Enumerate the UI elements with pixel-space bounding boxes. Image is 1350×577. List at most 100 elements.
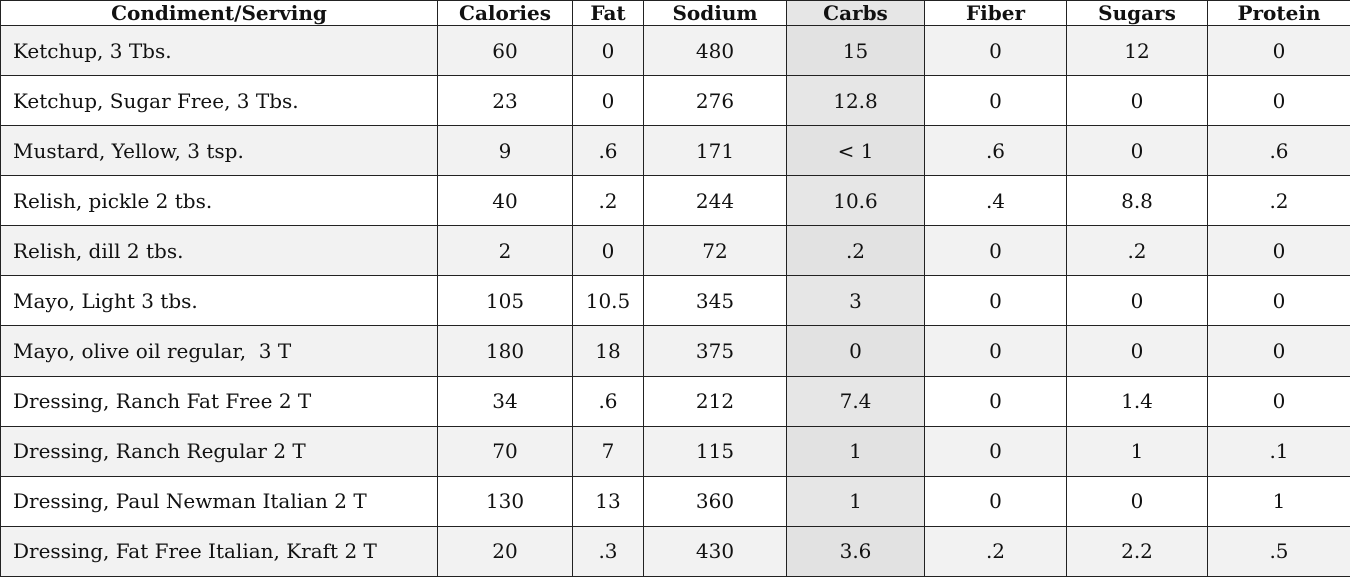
cell: 375 [643,325,787,377]
cell: 34 [437,375,573,427]
cell: 115 [643,425,787,477]
cell: 0 [1066,325,1208,377]
cell: 212 [643,375,787,427]
table-row: Mustard, Yellow, 3 tsp. 9.6 171 < 1.6 0.6 [0,125,1350,177]
cell: 0 [786,325,925,377]
cell: 0 [924,225,1067,277]
row-label: Dressing, Fat Free Italian, Kraft 2 T [0,525,438,577]
cell: 23 [437,75,573,127]
cell: 0 [1207,225,1350,277]
cell: 105 [437,275,573,327]
cell: .2 [786,225,925,277]
row-label: Mayo, olive oil regular, 3 T [0,325,438,377]
column-header: Sugars [1066,0,1208,26]
cell: .5 [1207,525,1350,577]
row-label: Relish, dill 2 tbs. [0,225,438,277]
cell: 13 [572,475,644,527]
cell: 0 [1066,475,1208,527]
row-label: Relish, pickle 2 tbs. [0,175,438,227]
column-header: Fiber [924,0,1067,26]
cell: .2 [1066,225,1208,277]
table-row: Dressing, Fat Free Italian, Kraft 2 T 20.… [0,525,1350,577]
cell: 18 [572,325,644,377]
row-label: Dressing, Paul Newman Italian 2 T [0,475,438,527]
cell: 3 [786,275,925,327]
row-label: Mayo, Light 3 tbs. [0,275,438,327]
cell: 0 [924,75,1067,127]
cell: .2 [572,175,644,227]
table-row: Relish, dill 2 tbs. 2 0 72.2 0.2 0 [0,225,1350,277]
cell: 171 [643,125,787,177]
cell: 40 [437,175,573,227]
cell: 0 [1066,75,1208,127]
cell: 0 [1207,75,1350,127]
cell: 1 [786,475,925,527]
table-body: Ketchup, 3 Tbs. 60 0 480 15 0 12 0 Ketchup, Suga… [0,24,1350,577]
table-row: Dressing, Ranch Regular 2 T 70 7 115 1 0 1.1 [0,425,1350,477]
column-header: Fat [572,0,644,26]
cell: .6 [572,375,644,427]
header-row: Condiment/Serving Calories Fat Sodium Carbs F… [0,0,1350,26]
table-row: Mayo, Light 3 tbs. 105 10.5 345 3 0 0 0 [0,275,1350,327]
cell: 70 [437,425,573,477]
table-row: Relish, pickle 2 tbs. 40.2 244 10.6.4 8.8.2 [0,175,1350,227]
cell: < 1 [786,125,925,177]
cell: 0 [924,275,1067,327]
cell: 15 [786,24,925,77]
cell: 60 [437,24,573,77]
cell: 20 [437,525,573,577]
cell: 0 [924,375,1067,427]
cell: 430 [643,525,787,577]
cell: 0 [1207,325,1350,377]
cell: 7 [572,425,644,477]
row-label: Mustard, Yellow, 3 tsp. [0,125,438,177]
cell: 0 [1207,275,1350,327]
cell: .6 [924,125,1067,177]
cell: .2 [924,525,1067,577]
table-row: Mayo, olive oil regular, 3 T 180 18 375 0 0 0 0 [0,325,1350,377]
cell: 8.8 [1066,175,1208,227]
cell: .6 [572,125,644,177]
table-row: Ketchup, 3 Tbs. 60 0 480 15 0 12 0 [0,24,1350,77]
cell: .3 [572,525,644,577]
row-label: Dressing, Ranch Regular 2 T [0,425,438,477]
table-row: Dressing, Ranch Fat Free 2 T 34.6 212 7.4 0 1… [0,375,1350,427]
table-row: Dressing, Paul Newman Italian 2 T 130 13 36… [0,475,1350,527]
row-label: Dressing, Ranch Fat Free 2 T [0,375,438,427]
cell: 12 [1066,24,1208,77]
table-row: Ketchup, Sugar Free, 3 Tbs. 23 0 276 12.8 0 0 0 [0,75,1350,127]
cell: 0 [924,425,1067,477]
cell: 3.6 [786,525,925,577]
column-header: Carbs [786,0,925,26]
cell: 244 [643,175,787,227]
cell: 0 [572,225,644,277]
column-header: Calories [437,0,573,26]
cell: 1 [1207,475,1350,527]
cell: 10.6 [786,175,925,227]
column-header: Protein [1207,0,1350,26]
cell: .2 [1207,175,1350,227]
cell: 9 [437,125,573,177]
cell: 2.2 [1066,525,1208,577]
cell: 1.4 [1066,375,1208,427]
cell: 2 [437,225,573,277]
cell: 0 [1066,275,1208,327]
cell: 12.8 [786,75,925,127]
cell: 0 [572,75,644,127]
cell: 7.4 [786,375,925,427]
cell: 0 [924,24,1067,77]
cell: 180 [437,325,573,377]
cell: 345 [643,275,787,327]
cell: 360 [643,475,787,527]
cell: 1 [1066,425,1208,477]
cell: 130 [437,475,573,527]
cell: 0 [1207,24,1350,77]
cell: 0 [1207,375,1350,427]
cell: 0 [924,325,1067,377]
cell: 72 [643,225,787,277]
row-label: Ketchup, Sugar Free, 3 Tbs. [0,75,438,127]
cell: 0 [924,475,1067,527]
cell: .1 [1207,425,1350,477]
row-label: Ketchup, 3 Tbs. [0,24,438,77]
